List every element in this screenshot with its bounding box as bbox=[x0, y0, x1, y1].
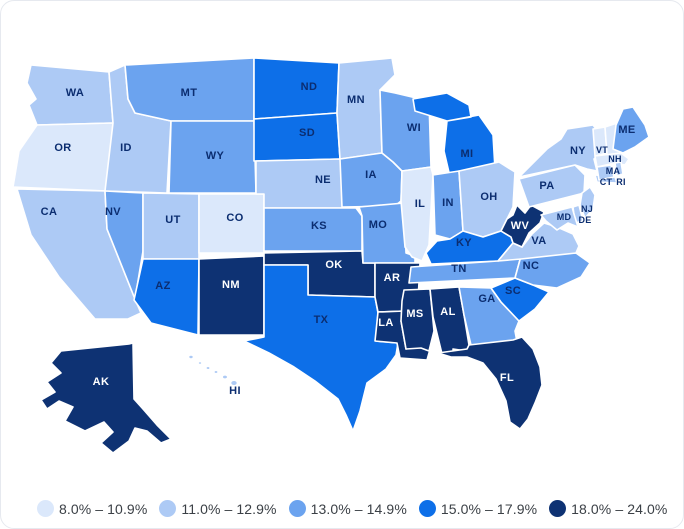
legend-item-bin1: 8.0% – 10.9% bbox=[37, 500, 147, 517]
state-NJ[interactable] bbox=[579, 186, 596, 219]
legend-swatch-bin1 bbox=[37, 500, 54, 517]
state-UT[interactable] bbox=[142, 192, 200, 260]
legend-label-bin1: 8.0% – 10.9% bbox=[59, 500, 148, 517]
state-OR[interactable] bbox=[12, 122, 114, 192]
legend-label-bin5: 18.0% – 24.0% bbox=[571, 500, 668, 517]
state-WA[interactable] bbox=[26, 64, 114, 126]
state-HI[interactable] bbox=[187, 354, 239, 387]
state-MT[interactable] bbox=[124, 57, 255, 122]
legend-swatch-bin3 bbox=[288, 500, 306, 517]
legend-swatch-bin2 bbox=[159, 500, 177, 517]
state-MD[interactable] bbox=[540, 206, 579, 231]
state-FL[interactable] bbox=[437, 336, 543, 430]
state-label-RI: RI bbox=[616, 177, 625, 187]
us-choropleth-map: WAORCAIDNVUTAZMTWYCONMNDSDNEKSOKTXMNIAMO… bbox=[12, 57, 650, 454]
state-SD[interactable] bbox=[253, 112, 341, 162]
state-AK[interactable] bbox=[40, 342, 172, 454]
state-AZ[interactable] bbox=[133, 258, 200, 336]
legend-item-bin2: 11.0% – 12.9% bbox=[159, 500, 277, 517]
state-WY[interactable] bbox=[168, 120, 257, 194]
state-KS[interactable] bbox=[263, 207, 363, 252]
state-CT[interactable] bbox=[596, 164, 615, 181]
legend-item-bin3: 13.0% – 14.9% bbox=[288, 500, 407, 517]
state-MA[interactable] bbox=[594, 152, 630, 168]
state-IN[interactable] bbox=[432, 170, 464, 240]
states-layer bbox=[12, 57, 650, 454]
state-IL[interactable] bbox=[400, 166, 434, 262]
state-label-HI: HI bbox=[229, 385, 241, 397]
state-ND[interactable] bbox=[253, 57, 340, 120]
legend-item-bin4: 15.0% – 17.9% bbox=[418, 500, 538, 517]
state-WV[interactable] bbox=[500, 204, 545, 248]
map-legend: 8.0% – 10.9% 11.0% – 12.9% 13.0% – 14.9%… bbox=[37, 500, 667, 517]
state-CO[interactable] bbox=[198, 193, 265, 254]
legend-label-bin2: 11.0% – 12.9% bbox=[181, 500, 277, 517]
legend-label-bin3: 13.0% – 14.9% bbox=[310, 500, 407, 517]
legend-label-bin4: 15.0% – 17.9% bbox=[440, 500, 538, 517]
state-RI[interactable] bbox=[614, 161, 624, 177]
state-ME[interactable] bbox=[612, 106, 650, 154]
state-NM[interactable] bbox=[198, 255, 265, 336]
state-MS[interactable] bbox=[400, 288, 435, 352]
legend-swatch-bin4 bbox=[418, 500, 436, 517]
legend-swatch-bin5 bbox=[549, 500, 567, 517]
legend-item-bin5: 18.0% – 24.0% bbox=[549, 500, 667, 517]
